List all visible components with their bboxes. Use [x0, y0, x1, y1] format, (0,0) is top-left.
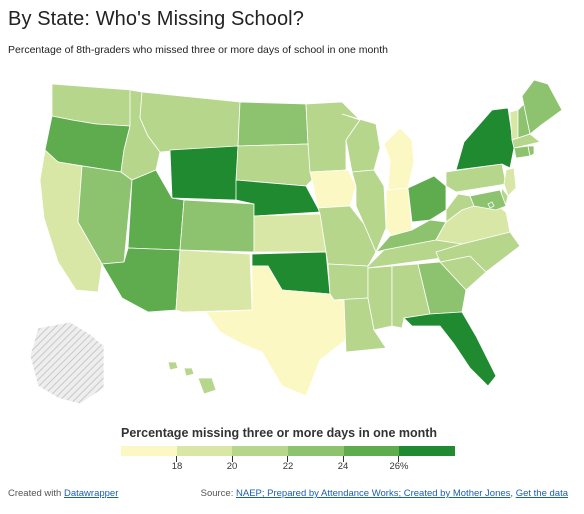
legend-tick-label: 20	[226, 461, 238, 472]
state-in[interactable]	[385, 187, 413, 237]
state-wy[interactable]	[169, 145, 239, 201]
chart-subtitle: Percentage of 8th-graders who missed thr…	[8, 44, 388, 56]
legend-swatch-4	[288, 446, 344, 456]
legend-tick	[287, 456, 288, 462]
state-co[interactable]	[179, 199, 255, 253]
state-hi[interactable]	[167, 361, 217, 395]
state-md[interactable]	[469, 189, 507, 211]
legend-title: Percentage missing three or more days in…	[121, 426, 438, 440]
legend-tick	[176, 456, 177, 462]
state-nm[interactable]	[175, 249, 253, 313]
footer-source: Source: NAEP; Prepared by Attendance Wor…	[201, 488, 568, 499]
created-prefix: Created with	[8, 488, 62, 499]
legend-swatch-5	[343, 446, 400, 456]
state-oh[interactable]	[407, 175, 447, 223]
legend-swatch-1	[121, 446, 177, 456]
state-ak[interactable]	[29, 321, 105, 405]
legend-tick	[232, 456, 233, 462]
state-az[interactable]	[101, 247, 181, 313]
state-ks[interactable]	[253, 213, 327, 253]
legend-tick-label: 24	[337, 461, 349, 472]
us-map	[29, 79, 563, 405]
state-ar[interactable]	[327, 263, 369, 301]
state-ia[interactable]	[309, 169, 357, 209]
state-ct[interactable]	[513, 145, 531, 159]
legend-ticks	[121, 456, 455, 462]
state-ga[interactable]	[417, 261, 467, 315]
legend-tick-label: 18	[171, 461, 183, 472]
legend-swatch-2	[176, 446, 233, 456]
legend-swatch-3	[232, 446, 289, 456]
state-mi[interactable]	[383, 127, 415, 191]
state-ma[interactable]	[511, 133, 541, 149]
state-pa[interactable]	[445, 163, 507, 193]
legend-swatch-6	[399, 446, 456, 456]
get-data-link[interactable]: Get the data	[515, 488, 568, 499]
state-dc[interactable]	[487, 201, 495, 209]
state-nj[interactable]	[503, 167, 517, 197]
legend-tick	[398, 456, 399, 462]
source-link[interactable]: NAEP; Prepared by Attendance Works; Crea…	[236, 488, 511, 499]
legend-tick	[343, 456, 344, 462]
state-nd[interactable]	[237, 101, 309, 147]
state-ca[interactable]	[39, 149, 103, 293]
state-mt[interactable]	[139, 91, 241, 153]
footer-created: Created with Datawrapper	[8, 488, 118, 499]
state-ny[interactable]	[455, 107, 515, 171]
state-me[interactable]	[521, 79, 563, 135]
state-sd[interactable]	[235, 143, 313, 187]
state-tx[interactable]	[205, 265, 347, 397]
state-ms[interactable]	[367, 265, 393, 331]
legend-tick-label: 26%	[389, 461, 409, 472]
legend-color-scale	[121, 446, 456, 456]
chart-title: By State: Who's Missing School?	[8, 8, 304, 30]
datawrapper-link[interactable]: Datawrapper	[63, 488, 119, 499]
source-separator: ,	[510, 488, 514, 499]
state-fl[interactable]	[403, 311, 497, 387]
state-mn[interactable]	[305, 101, 361, 173]
state-ri[interactable]	[527, 145, 535, 157]
legend-tick-label: 22	[282, 461, 294, 472]
source-prefix: Source:	[200, 488, 234, 499]
